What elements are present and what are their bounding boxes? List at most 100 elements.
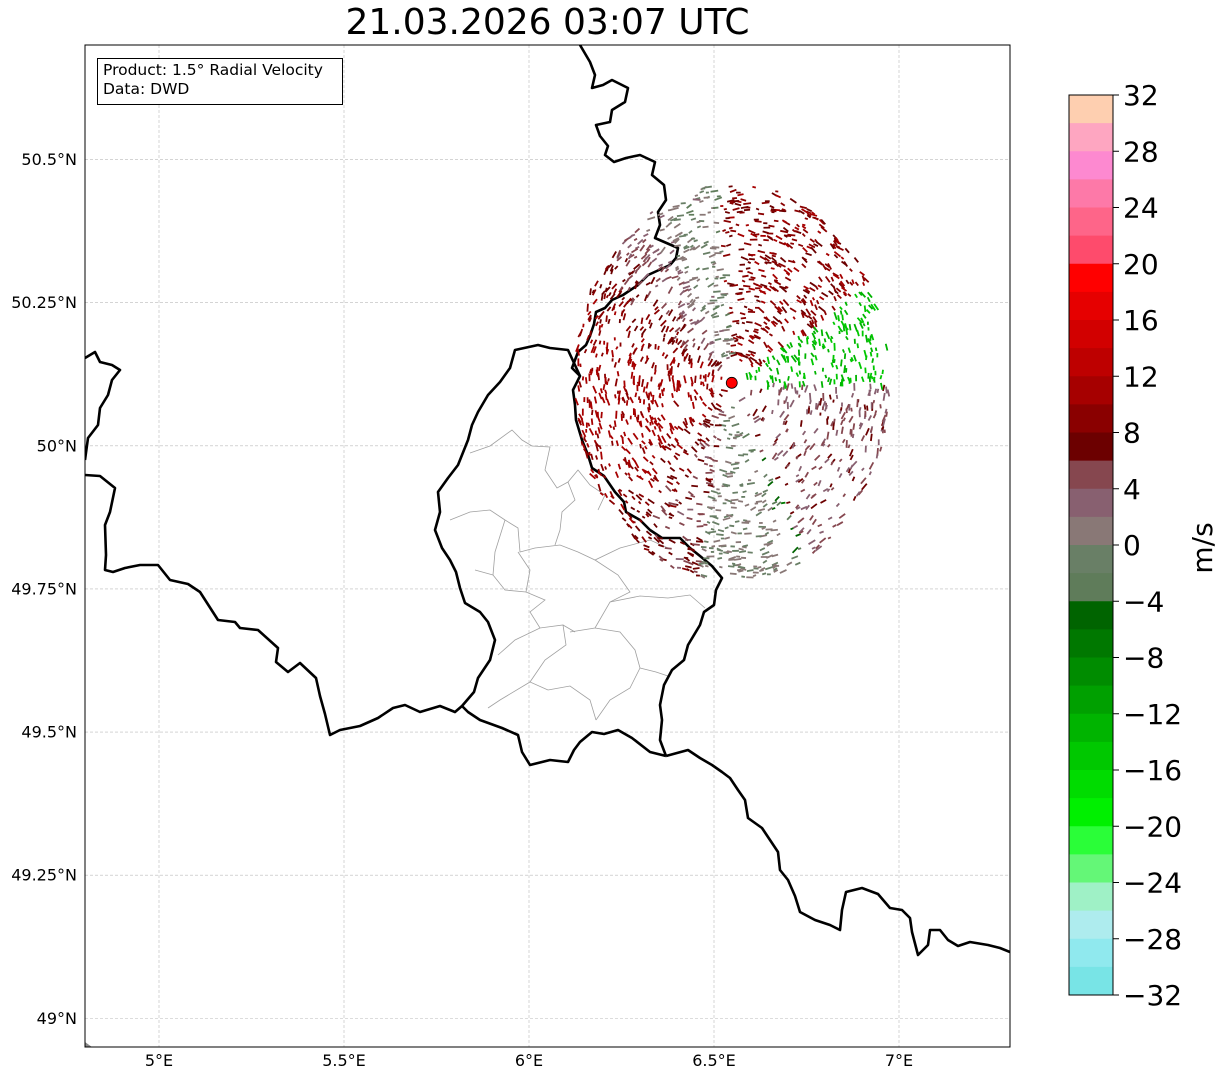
velocity-echo: [870, 375, 874, 380]
velocity-echo: [682, 285, 691, 290]
velocity-echo: [600, 451, 603, 460]
velocity-echo: [725, 350, 731, 354]
velocity-echo: [633, 263, 641, 270]
velocity-echo: [743, 208, 751, 212]
velocity-echo: [766, 344, 774, 352]
velocity-echo: [701, 381, 705, 387]
velocity-echo: [640, 338, 645, 343]
velocity-echo: [801, 297, 807, 304]
velocity-echo: [747, 229, 756, 235]
velocity-echo: [784, 482, 789, 486]
velocity-echo: [771, 452, 778, 460]
velocity-echo: [590, 468, 595, 474]
velocity-echo: [643, 544, 650, 549]
velocity-echo: [710, 189, 719, 193]
velocity-echo: [638, 375, 641, 381]
velocity-echo: [809, 400, 812, 405]
velocity-echo: [686, 302, 691, 306]
velocity-echo: [700, 574, 706, 579]
velocity-echo: [697, 512, 705, 516]
velocity-echo: [719, 468, 728, 473]
velocity-echo: [683, 248, 690, 254]
velocity-echo: [714, 331, 719, 334]
velocity-echo: [628, 234, 634, 239]
velocity-echo: [811, 340, 817, 346]
velocity-echo: [654, 364, 657, 371]
velocity-echo: [629, 415, 632, 420]
velocity-echo: [689, 318, 693, 322]
velocity-echo: [669, 358, 675, 366]
velocity-echo: [717, 296, 725, 299]
colorbar-segment: [1069, 179, 1113, 208]
velocity-echo: [729, 188, 737, 193]
velocity-echo: [582, 437, 588, 443]
velocity-echo: [700, 381, 703, 386]
velocity-echo: [830, 276, 835, 282]
velocity-echo: [604, 265, 609, 271]
velocity-echo: [658, 489, 662, 494]
velocity-echo: [722, 516, 731, 521]
velocity-echo: [671, 393, 674, 398]
velocity-echo: [782, 450, 789, 457]
velocity-echo: [671, 316, 677, 322]
velocity-echo: [589, 288, 592, 296]
velocity-echo: [763, 239, 769, 242]
velocity-echo: [814, 320, 818, 328]
velocity-echo: [732, 466, 740, 470]
velocity-echo: [760, 283, 768, 288]
velocity-echo: [775, 190, 779, 193]
velocity-echo: [835, 394, 839, 400]
velocity-echo: [591, 289, 597, 296]
velocity-echo: [673, 455, 679, 461]
velocity-echo: [647, 216, 656, 221]
velocity-echo: [726, 550, 732, 553]
velocity-echo: [732, 549, 739, 552]
velocity-echo: [676, 331, 680, 336]
velocity-echo: [742, 274, 749, 278]
velocity-echo: [870, 303, 876, 311]
velocity-echo: [586, 335, 590, 341]
velocity-echo: [665, 222, 672, 228]
velocity-echo: [676, 510, 685, 516]
velocity-echo: [677, 425, 684, 432]
velocity-echo: [808, 392, 812, 401]
velocity-echo: [664, 547, 672, 550]
lon-tick-label: 6.5°E: [692, 1051, 736, 1070]
velocity-echo: [759, 547, 766, 552]
velocity-echo: [705, 191, 709, 194]
velocity-echo: [667, 443, 671, 447]
velocity-echo: [869, 428, 873, 433]
velocity-echo: [807, 315, 813, 320]
velocity-echo: [850, 407, 853, 412]
velocity-echo: [765, 261, 772, 264]
velocity-echo: [594, 280, 599, 287]
velocity-echo: [796, 299, 802, 304]
velocity-echo: [589, 472, 597, 480]
velocity-echo: [660, 445, 667, 451]
velocity-echo: [771, 254, 777, 258]
velocity-echo: [705, 437, 710, 442]
velocity-echo: [637, 280, 643, 286]
velocity-echo: [600, 463, 605, 472]
velocity-echo: [742, 453, 749, 456]
velocity-echo: [843, 309, 849, 316]
velocity-echo: [777, 449, 784, 457]
velocity-echo: [795, 504, 800, 509]
velocity-echo: [687, 288, 692, 292]
velocity-echo: [637, 500, 642, 505]
velocity-echo: [722, 502, 727, 505]
velocity-echo: [663, 333, 666, 338]
velocity-echo: [604, 286, 611, 293]
velocity-echo: [599, 388, 603, 394]
velocity-echo: [691, 561, 699, 566]
velocity-echo: [800, 330, 805, 337]
velocity-echo: [676, 276, 681, 281]
velocity-echo: [840, 419, 844, 426]
velocity-echo: [627, 243, 633, 249]
velocity-echo: [684, 270, 689, 274]
velocity-echo: [728, 433, 733, 436]
velocity-echo: [720, 376, 723, 380]
velocity-echo: [691, 299, 696, 305]
velocity-echo: [681, 257, 688, 262]
velocity-echo: [626, 511, 633, 520]
